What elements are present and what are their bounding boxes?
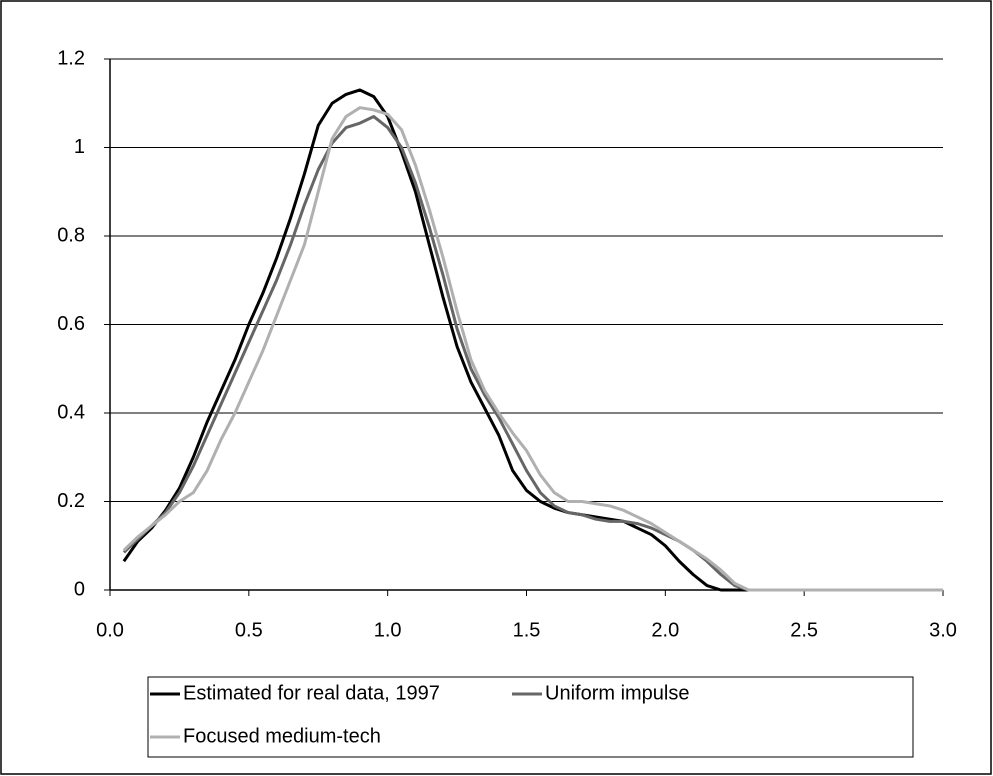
x-tick-label: 0.0 (96, 619, 124, 641)
y-tick-label: 0.2 (57, 490, 85, 512)
legend-label: Uniform impulse (545, 682, 689, 704)
legend-box (147, 676, 914, 758)
x-tick-label: 2.0 (651, 619, 679, 641)
x-tick-label: 3.0 (929, 619, 957, 641)
y-tick-label: 0.8 (57, 224, 85, 246)
legend-label: Focused medium-tech (183, 725, 381, 747)
y-tick-label: 1 (74, 136, 85, 158)
x-tick-label: 1.0 (374, 619, 402, 641)
y-tick-label: 0.4 (57, 401, 85, 423)
y-tick-label: 0.6 (57, 313, 85, 335)
y-tick-label: 0 (74, 578, 85, 600)
x-tick-label: 0.5 (235, 619, 263, 641)
x-tick-label: 2.5 (790, 619, 818, 641)
y-tick-label: 1.2 (57, 47, 85, 69)
legend-label: Estimated for real data, 1997 (183, 682, 440, 704)
series-line (122, 106, 943, 592)
x-tick-label: 1.5 (513, 619, 541, 641)
